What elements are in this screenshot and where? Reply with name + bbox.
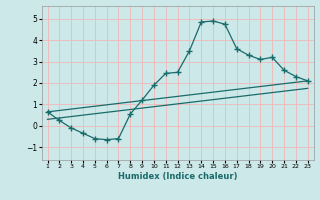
X-axis label: Humidex (Indice chaleur): Humidex (Indice chaleur) bbox=[118, 172, 237, 181]
